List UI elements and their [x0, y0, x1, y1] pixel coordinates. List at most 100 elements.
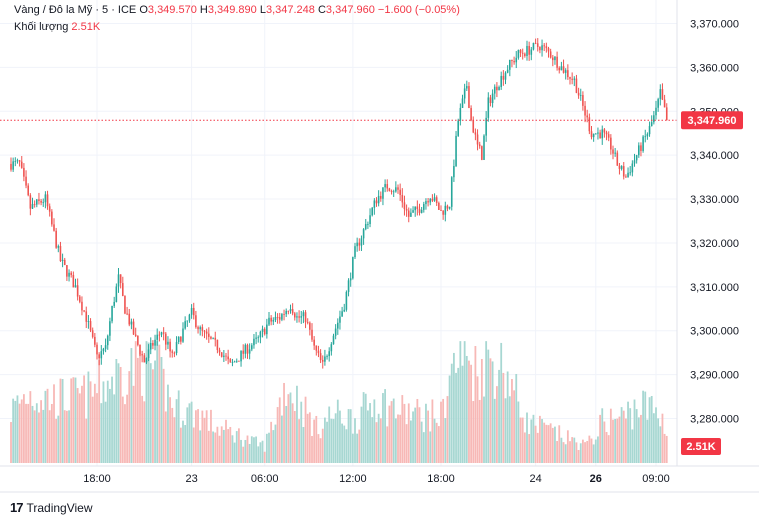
- volume-bar: [23, 394, 25, 463]
- candle-body: [650, 122, 653, 127]
- volume-bar: [637, 417, 640, 463]
- volume-bar: [390, 401, 393, 463]
- volume-bar: [369, 403, 371, 463]
- volume-bar: [506, 371, 509, 463]
- candle-body: [246, 344, 249, 354]
- volume-bar: [291, 403, 294, 463]
- candle-body: [552, 57, 554, 61]
- volume-bar: [259, 442, 262, 463]
- volume-bar: [293, 410, 296, 463]
- volume-bar: [412, 411, 414, 463]
- candle-body: [91, 330, 94, 337]
- volume-bar: [308, 412, 311, 463]
- candle-body: [149, 343, 152, 350]
- volume-label[interactable]: Khối lượng: [14, 21, 69, 33]
- volume-bar: [44, 390, 47, 463]
- volume-bar: [145, 341, 148, 463]
- volume-bar: [48, 410, 51, 463]
- volume-bar: [401, 395, 404, 463]
- candle-body: [223, 355, 225, 357]
- candle-body: [463, 88, 466, 99]
- candle-body: [633, 160, 636, 164]
- candle-body: [158, 334, 161, 336]
- volume-bar: [57, 415, 60, 463]
- volume-bar: [560, 437, 563, 463]
- y-axis[interactable]: 3,370.0003,360.0003,350.0003,340.0003,33…: [690, 19, 739, 426]
- volume-bar: [328, 406, 331, 463]
- volume-bar: [618, 416, 621, 463]
- y-tick-label: 3,370.000: [690, 19, 739, 31]
- x-axis[interactable]: 18:00 23 06:00 12:00 18:00 24 26 09:00: [83, 473, 670, 485]
- volume-bar: [74, 377, 77, 463]
- volume-bar: [102, 381, 105, 463]
- candle-body: [208, 333, 210, 337]
- candle-body: [386, 184, 389, 189]
- volume-bar: [371, 417, 374, 463]
- symbol-label[interactable]: Vàng / Đô la Mỹ · 5 · ICE: [14, 4, 137, 16]
- open-value: 3,349.570: [147, 4, 197, 16]
- volume-bar: [121, 396, 124, 463]
- volume-bar: [493, 398, 496, 463]
- tradingview-brand[interactable]: 17 TradingView: [10, 500, 93, 515]
- volume-bar: [231, 435, 234, 463]
- volume-bar: [238, 428, 240, 463]
- candle-body: [612, 149, 614, 154]
- volume-bar: [397, 414, 399, 463]
- volume-bar: [274, 424, 277, 463]
- candle-body: [152, 343, 154, 346]
- candle-body: [364, 224, 367, 230]
- candle-body: [407, 210, 410, 217]
- volume-bar: [607, 435, 610, 463]
- candle-body: [440, 209, 442, 211]
- candle-body: [549, 51, 552, 58]
- candle-body: [18, 160, 21, 162]
- volume-bar: [124, 404, 126, 463]
- candle-body: [536, 43, 539, 47]
- candle-body: [85, 311, 88, 322]
- volume-bar: [489, 358, 492, 463]
- volume-bar: [334, 413, 337, 463]
- candle-body: [169, 341, 171, 352]
- candle-body: [233, 361, 236, 363]
- candle-body: [201, 327, 204, 331]
- volume-bar: [141, 395, 144, 463]
- volume-bar: [250, 436, 253, 463]
- candle-body: [390, 191, 393, 192]
- candle-body: [104, 345, 107, 349]
- candle-body: [263, 328, 266, 335]
- volume-bar: [384, 389, 386, 463]
- volume-bar: [283, 382, 285, 463]
- volume-bar: [347, 409, 350, 463]
- y-tick-label: 3,360.000: [690, 62, 739, 74]
- candle-body: [642, 136, 644, 151]
- candle-body: [257, 337, 260, 339]
- volume-bar: [319, 438, 322, 463]
- candle-body: [229, 359, 232, 363]
- volume-bar: [317, 434, 320, 463]
- volume-bar: [554, 426, 556, 463]
- volume-bar: [422, 432, 425, 463]
- volume-bar: [324, 417, 326, 463]
- volume-bar: [38, 412, 40, 463]
- candle-body: [68, 272, 70, 277]
- volume-bar: [93, 383, 96, 463]
- volume-bar: [508, 396, 511, 463]
- volume-bar: [119, 366, 122, 463]
- volume-bar: [468, 360, 470, 463]
- volume-bar: [543, 422, 546, 463]
- volume-bar: [459, 341, 462, 463]
- candle-body: [438, 202, 440, 210]
- volume-bar: [609, 408, 612, 463]
- volume-tag-text: 2.51K: [686, 441, 715, 453]
- volume-tag-bg: [681, 438, 721, 455]
- change-value: −1.600 (−0.05%): [377, 4, 460, 16]
- candle-body: [648, 126, 651, 135]
- volume-bar: [375, 422, 378, 463]
- candle-body: [653, 115, 655, 123]
- candle-body: [216, 339, 219, 350]
- volume-bar: [343, 425, 346, 463]
- tradingview-name: TradingView: [26, 500, 93, 515]
- candle-body: [526, 45, 528, 56]
- candle-body: [251, 345, 253, 350]
